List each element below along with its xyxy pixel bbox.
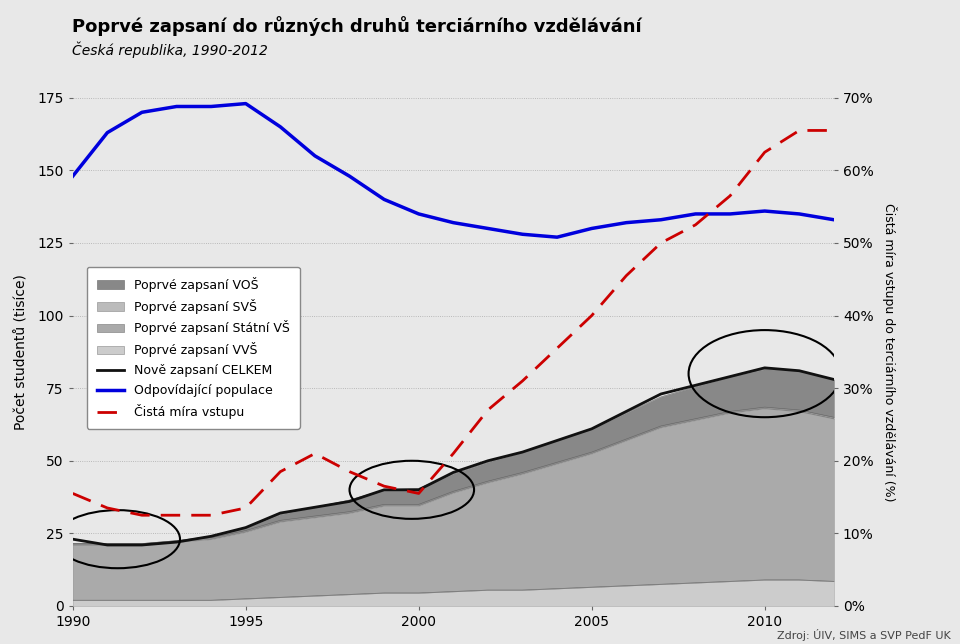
Text: Česká republika, 1990-2012: Česká republika, 1990-2012 (72, 42, 268, 59)
Y-axis label: Počet studentů (tisíce): Počet studentů (tisíce) (15, 274, 29, 430)
Legend: Poprvé zapsaní VOŠ, Poprvé zapsaní SVŠ, Poprvé zapsaní Státní VŠ, Poprvé zapsaní: Poprvé zapsaní VOŠ, Poprvé zapsaní SVŠ, … (86, 267, 300, 429)
Y-axis label: Čistá míra vstupu do terciárního vzdělávání (%): Čistá míra vstupu do terciárního vzděláv… (882, 203, 897, 501)
Text: Poprvé zapsaní do různých druhů terciárního vzdělávání: Poprvé zapsaní do různých druhů terciárn… (72, 16, 641, 36)
Text: Zdroj: ÚIV, SIMS a SVP PedF UK: Zdroj: ÚIV, SIMS a SVP PedF UK (777, 629, 950, 641)
